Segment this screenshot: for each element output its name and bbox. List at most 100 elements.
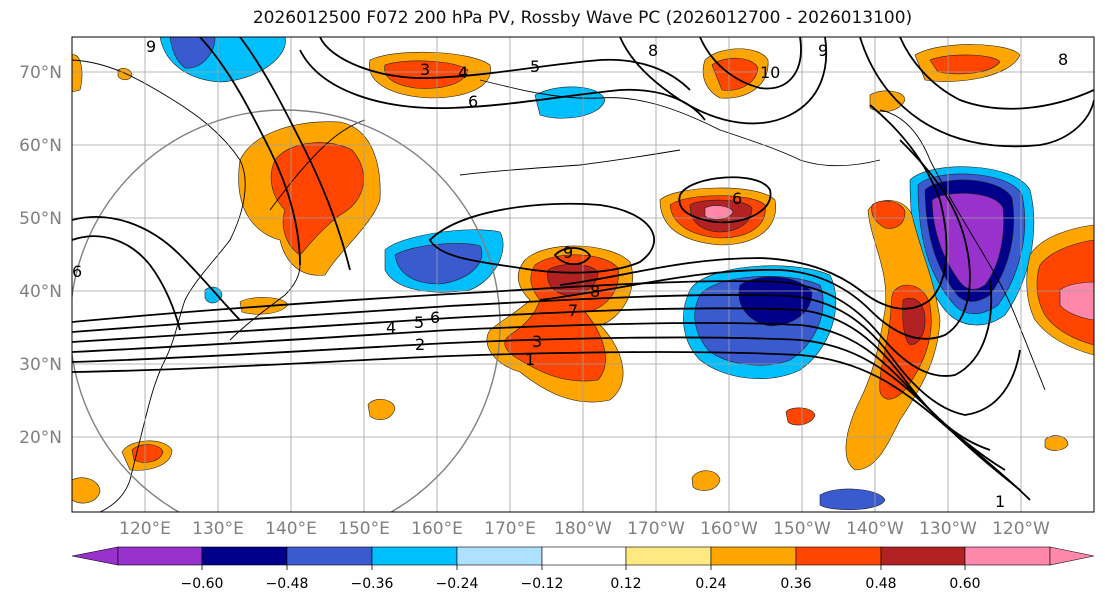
contour-label: 5: [530, 57, 540, 76]
shade-w-orange: [72, 54, 83, 93]
lon-label: 160°W: [700, 519, 758, 539]
contour-label: 5: [414, 313, 424, 332]
shade-central-darkblue: [394, 243, 483, 285]
contour-ne2: [899, 37, 1094, 110]
lon-label: 170°E: [484, 519, 536, 539]
colorbar-tick-label: 0.24: [695, 576, 726, 592]
shade-east2-orange: [1044, 435, 1069, 451]
contour-label: 4: [386, 318, 396, 337]
colorbar-cell: [710, 546, 797, 566]
contour-label: 9: [563, 243, 573, 262]
contour-arctic-6: [299, 49, 706, 121]
contour-8: [559, 104, 948, 310]
shade-midlat-pink: [704, 205, 734, 220]
contour-9: [428, 202, 655, 274]
lat-label: 20°N: [19, 428, 62, 448]
lon-label: 170°W: [627, 519, 685, 539]
lon-label: 140°W: [846, 519, 904, 539]
map-title: 2026012500 F072 200 hPa PV, Rossby Wave …: [252, 8, 913, 28]
shade-tropical-red1: [785, 407, 816, 426]
colorbar-tick-label: 0.12: [610, 576, 641, 592]
shade-sw-orange: [72, 477, 101, 504]
shade-okhotsk-red: [270, 142, 364, 256]
contour-label: 8: [590, 282, 600, 301]
contour-okhotsk: [199, 37, 301, 266]
coast-japan: [229, 264, 301, 341]
coast-alaska: [479, 79, 881, 167]
lat-label: 60°N: [19, 136, 62, 156]
colorbar-tick-label: 0.48: [865, 576, 896, 592]
coastlines: [72, 59, 1046, 512]
contour-label: 7: [568, 301, 578, 320]
shade-hawaii-orange: [367, 399, 396, 421]
colorbar-tick-label: 0.60: [949, 576, 980, 592]
lat-label: 50°N: [19, 209, 62, 229]
colorbar-tick-label: −0.12: [521, 576, 564, 592]
colorbar-cell: [964, 546, 1051, 566]
contour-label: 3: [420, 60, 430, 79]
colorbar-right-extend: [1049, 546, 1095, 566]
lon-label: 130°W: [919, 519, 977, 539]
contour-label: 10: [760, 63, 780, 82]
colorbar-cell: [456, 546, 543, 566]
contour-label: 9: [146, 37, 156, 56]
colorbar-cell: [541, 546, 627, 566]
map-border: [71, 36, 1095, 513]
contour-arctic-8: [619, 37, 828, 125]
colorbar-tick-label: −0.24: [436, 576, 479, 592]
coast-aleutians: [459, 149, 681, 176]
contour-label: 9: [818, 41, 828, 60]
shade-east-pink: [1059, 281, 1094, 321]
coast-north-america: [879, 109, 1046, 391]
contour-label: 1: [525, 350, 535, 369]
colorbar: [71, 546, 1095, 566]
contour-label: 8: [1058, 50, 1068, 69]
shade-tropical-blue: [819, 488, 886, 511]
contour-label: 2: [415, 335, 425, 354]
contour-label: 3: [532, 332, 542, 351]
colorbar-tick-label: −0.48: [266, 576, 309, 592]
lat-label: 30°N: [19, 355, 62, 375]
contour-4: [72, 307, 991, 451]
colorbar-cell: [625, 546, 712, 566]
contour-label: 1: [995, 492, 1005, 511]
contour-okhotsk2: [239, 37, 351, 271]
map-layer: 9 3 4 5 6 8 10 9 8 6 9 8 7 6 5 4 3 2 1 6…: [72, 37, 1094, 512]
colorbar-left-extend: [71, 546, 119, 566]
contour-w-6: [72, 235, 181, 331]
lon-label: 150°E: [338, 519, 390, 539]
shade-nw-small: [117, 68, 133, 81]
colorbar-ticks: −0.60 −0.48 −0.36 −0.24 −0.12 0.12 0.24 …: [181, 576, 981, 592]
lon-label: 160°E: [411, 519, 463, 539]
shade-alaska-blue: [534, 86, 606, 119]
colorbar-tick-label: −0.60: [181, 576, 224, 592]
colorbar-cell: [117, 546, 203, 566]
shade-gulf-navy: [738, 276, 813, 327]
contour-label: 4: [458, 63, 468, 82]
coast-kamchatka: [269, 119, 366, 211]
contour-label: 6: [430, 308, 440, 327]
longitude-labels: 120°E 130°E 140°E 150°E 160°E 170°E 180°…: [119, 519, 1050, 539]
colorbar-cell: [201, 546, 288, 566]
contour-label-group: 9 3 4 5 6 8 10 9 8 6 9 8 7 6 5 4 3 2 1 6…: [72, 37, 1068, 511]
shade-tropical-orange2: [691, 470, 721, 491]
contour-arctic-10: [699, 37, 802, 90]
colorbar-cell: [371, 546, 458, 566]
contour-6-ring: [678, 176, 772, 224]
contour-label: 6: [732, 189, 742, 208]
colorbar-tick-label: 0.36: [780, 576, 811, 592]
contour-5: [72, 294, 1021, 416]
shade-taiwan-red: [131, 444, 164, 463]
contour-label: 6: [72, 262, 82, 281]
contour-label: 8: [648, 41, 658, 60]
lat-label: 70°N: [19, 63, 62, 83]
lon-label: 130°E: [192, 519, 244, 539]
contour-ne: [859, 37, 1094, 148]
latitude-labels: 70°N 60°N 50°N 40°N 30°N 20°N: [19, 63, 62, 448]
lon-label: 140°E: [265, 519, 317, 539]
lon-label: 150°W: [773, 519, 831, 539]
colorbar-cell: [880, 546, 966, 566]
shade-beaufort-red: [711, 57, 759, 91]
shade-chukchi-red: [384, 60, 469, 89]
